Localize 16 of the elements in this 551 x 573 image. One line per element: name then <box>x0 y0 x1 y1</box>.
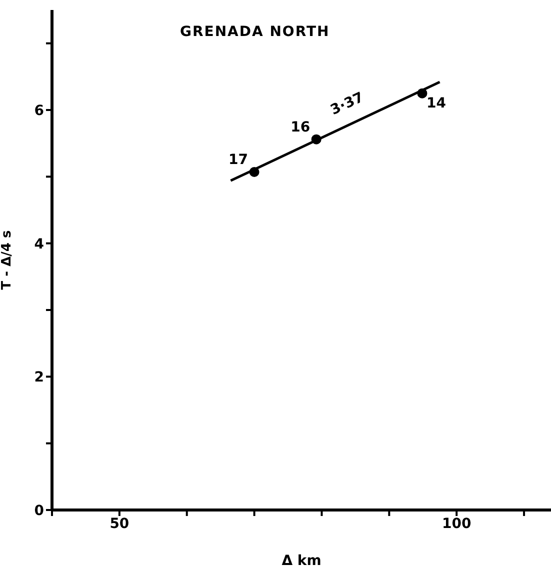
point <box>417 88 428 98</box>
text: GRENADA NORTH <box>180 24 330 40</box>
y-tick-label: 2 <box>34 370 44 386</box>
annotation: 17 <box>228 152 248 168</box>
point <box>311 134 322 144</box>
point <box>249 167 260 177</box>
annotation: 14 <box>426 95 446 112</box>
x-tick-label: 100 <box>442 516 472 532</box>
x-axis-title: Δ km <box>282 553 322 569</box>
y-tick-label: 4 <box>34 236 44 252</box>
y-axis-title: T - Δ/4 s <box>0 230 15 290</box>
x-tick-label: 50 <box>110 516 130 532</box>
annotation: 3·37 <box>328 89 366 119</box>
y-tick-label: 6 <box>34 102 44 119</box>
annotation: 16 <box>290 119 310 136</box>
y-tick-label: 0 <box>34 502 44 519</box>
